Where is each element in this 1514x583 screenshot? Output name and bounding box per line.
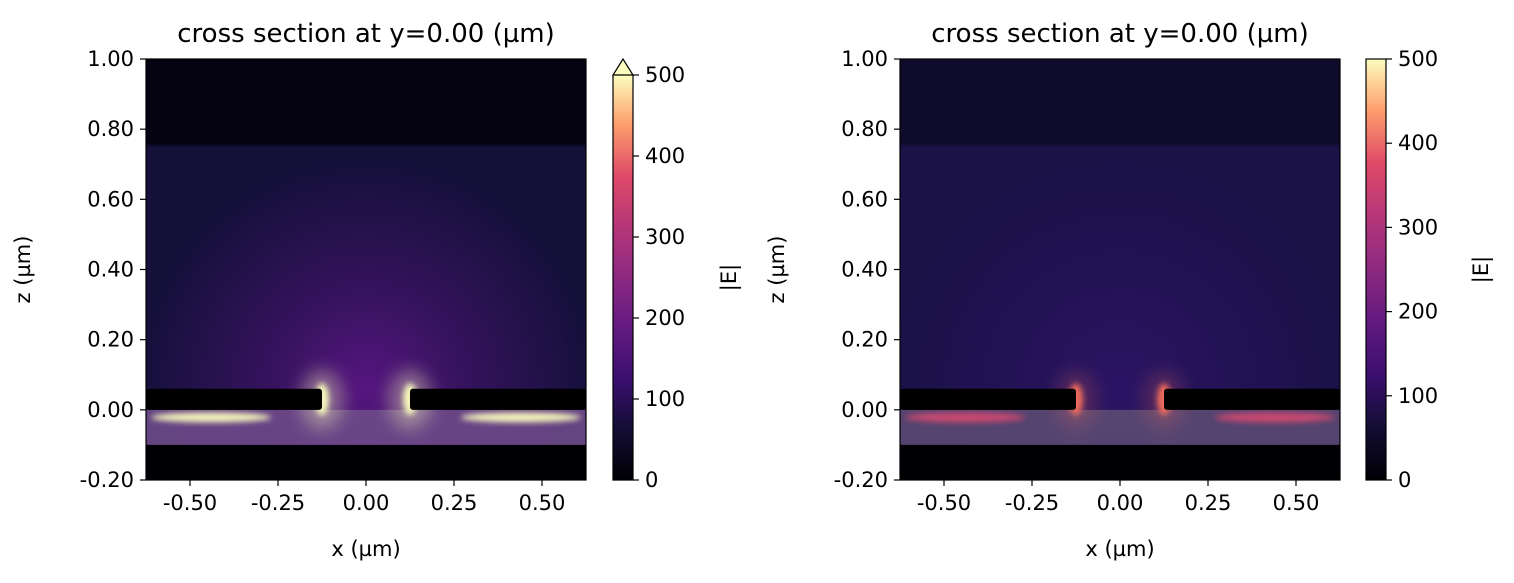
y-tick-label-6: 1.00 — [87, 47, 134, 71]
y-tick-label-0: -0.20 — [834, 468, 888, 492]
y-axis-label: z (µm) — [11, 236, 35, 304]
y-tick-label-0: -0.20 — [80, 468, 134, 492]
colorbar-label: |E| — [1469, 256, 1494, 283]
y-tick-label-4: 0.60 — [841, 187, 888, 211]
x-tick-label-2: 0.00 — [1097, 491, 1144, 515]
colorbar-tick-label-4: 400 — [1398, 131, 1438, 155]
x-tick-label-3: 0.25 — [431, 491, 478, 515]
colorbar-tick-label-1: 100 — [645, 387, 685, 411]
y-tick-label-3: 0.40 — [87, 258, 134, 282]
x-axis-label: x (µm) — [1085, 537, 1154, 561]
x-tick-label-0: -0.50 — [163, 491, 217, 515]
x-tick-label-0: -0.50 — [917, 491, 971, 515]
x-tick-label-3: 0.25 — [1185, 491, 1232, 515]
y-tick-label-4: 0.60 — [87, 187, 134, 211]
colorbar-frame — [1365, 58, 1387, 481]
hotspot-3 — [460, 412, 581, 423]
colorbar-tick-label-3: 300 — [645, 225, 685, 249]
y-tick-label-3: 0.40 — [841, 258, 888, 282]
colorbar-tick-label-3: 300 — [1398, 215, 1438, 239]
metal-block-0 — [900, 388, 1076, 410]
heatmap-area — [900, 59, 1340, 480]
panel-left: -0.50 -0.25 0.00 0.25 0.50 -0.20 0.00 0.20 0.40 0… — [11, 19, 742, 561]
x-tick-label-4: 0.50 — [519, 491, 566, 515]
x-tick-label-1: -0.25 — [251, 491, 305, 515]
colorbar-extend-arrow — [611, 57, 635, 76]
heatmap-area — [146, 59, 586, 480]
y-tick-label-6: 1.00 — [841, 47, 888, 71]
x-tick-label-2: 0.00 — [343, 491, 390, 515]
colorbar-label: |E| — [717, 264, 742, 291]
x-axis-label: x (µm) — [331, 537, 400, 561]
metal-block-1 — [1164, 388, 1340, 410]
metal-block-0 — [146, 388, 322, 410]
colorbar-tick-label-4: 400 — [645, 144, 685, 168]
colorbar-tick-label-5: 500 — [1398, 47, 1438, 71]
colorbar-tick-label-5: 500 — [645, 63, 685, 87]
y-tick-label-1: 0.00 — [87, 398, 134, 422]
colorbar-gradient — [613, 75, 633, 480]
hotspot-3 — [1214, 412, 1335, 423]
colorbar-gradient — [1366, 59, 1386, 480]
substrate-region — [900, 444, 1340, 480]
y-tick-label-5: 0.80 — [841, 117, 888, 141]
y-axis-label: z (µm) — [765, 236, 789, 304]
colorbar-tick-label-0: 0 — [1398, 468, 1411, 492]
metal-block-1 — [410, 388, 586, 410]
y-tick-label-5: 0.80 — [87, 117, 134, 141]
x-tick-label-4: 0.50 — [1273, 491, 1320, 515]
panel-right: -0.50 -0.25 0.00 0.25 0.50 -0.20 0.00 0.20 0.40 0… — [765, 19, 1494, 561]
y-tick-label-2: 0.20 — [87, 328, 134, 352]
hotspot-2 — [905, 412, 1026, 423]
x-tick-label-1: -0.25 — [1005, 491, 1059, 515]
colorbar-tick-label-2: 200 — [645, 306, 685, 330]
chart-title: cross section at y=0.00 (µm) — [931, 19, 1308, 49]
colorbar-tick-label-0: 0 — [645, 468, 658, 492]
hotspot-2 — [151, 412, 272, 423]
colorbar-tick-label-1: 100 — [1398, 384, 1438, 408]
colorbar-frame — [612, 75, 634, 481]
y-tick-label-1: 0.00 — [841, 398, 888, 422]
substrate-region — [146, 444, 586, 480]
chart-title: cross section at y=0.00 (µm) — [177, 19, 554, 49]
colorbar-tick-label-2: 200 — [1398, 300, 1438, 324]
y-tick-label-2: 0.20 — [841, 328, 888, 352]
